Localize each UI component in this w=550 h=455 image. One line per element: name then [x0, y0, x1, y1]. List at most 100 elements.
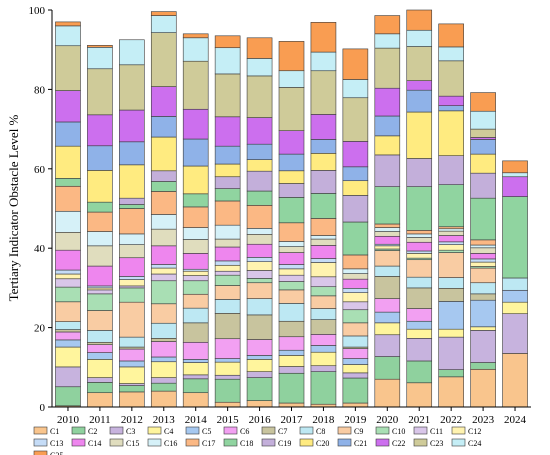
bar-segment-c8-2020: [374, 265, 401, 277]
bar-segment-c5-2021: [406, 320, 433, 330]
bar-segment-c7-2022: [438, 287, 464, 302]
bar-segment-c14-2021: [406, 241, 433, 252]
bar-segment-c21-2023: [470, 139, 496, 155]
bar-segment-c14-2011: [87, 265, 113, 287]
bar-segment-c5-2014: [182, 359, 209, 363]
bar-segment-c24-2016: [246, 58, 273, 77]
bar-segment-c6-2015: [214, 338, 241, 359]
legend-label-c9: C9: [354, 427, 363, 436]
bar-segment-c5-2015: [214, 358, 241, 363]
bar-segment-c17-2018: [310, 218, 337, 236]
bar-segment-c4-2019: [342, 364, 369, 374]
bar-segment-c22-2012: [119, 109, 145, 143]
bar-segment-c7-2016: [246, 314, 273, 340]
bar-segment-c8-2018: [310, 308, 337, 320]
bar-segment-c14-2020: [374, 235, 401, 245]
bar-segment-c22-2010: [55, 90, 81, 123]
bar-segment-c24-2024: [502, 172, 528, 178]
bar-segment-c15-2022: [438, 230, 464, 236]
bar-segment-c18-2015: [214, 188, 241, 202]
bar-segment-c17-2023: [470, 239, 496, 246]
bar-segment-c12-2023: [470, 261, 496, 267]
bar-segment-c6-2021: [406, 308, 433, 322]
bar-segment-c3-2016: [246, 371, 273, 378]
legend-swatch-c24: [451, 438, 466, 447]
bar-segment-c2-2018: [310, 371, 337, 405]
bar-segment-c3-2022: [438, 336, 464, 370]
bar-segment-c16-2023: [470, 244, 496, 249]
bar-segment-c19-2012: [119, 197, 145, 205]
bar-segment-c18-2016: [246, 190, 273, 206]
legend-swatch-c25: [33, 450, 48, 455]
bar-segment-c17-2021: [406, 230, 433, 235]
bar-segment-c13-2013: [150, 264, 177, 269]
bar-segment-c12-2015: [214, 264, 241, 272]
bar-segment-c12-2022: [438, 244, 464, 251]
bar-segment-c10-2016: [246, 278, 273, 284]
legend-label-c24: C24: [468, 439, 481, 448]
legend-swatch-c20: [299, 438, 314, 447]
bar-segment-c20-2015: [214, 163, 241, 178]
bar-segment-c3-2019: [342, 372, 369, 379]
bar-segment-c24-2017: [278, 70, 305, 88]
bar-segment-c13-2010: [55, 269, 81, 275]
bar-segment-c16-2015: [214, 224, 241, 240]
bar-segment-c20-2023: [470, 153, 496, 174]
bar-segment-c9-2016: [246, 282, 273, 299]
bar-segment-c14-2015: [214, 246, 241, 262]
bar-segment-c10-2014: [182, 280, 209, 295]
bar-segment-c4-2012: [119, 366, 145, 384]
bar-segment-c10-2015: [214, 274, 241, 286]
bar-segment-c19-2020: [374, 154, 401, 187]
bar-segment-c24-2011: [87, 47, 113, 70]
x-tick-label: 2010: [57, 414, 80, 426]
bar-segment-c24-2018: [310, 51, 337, 72]
legend-label-c8: C8: [316, 427, 325, 436]
x-tick-label: 2016: [249, 414, 272, 426]
bar-segment-c6-2012: [119, 348, 145, 362]
bar-segment-c23-2015: [214, 73, 241, 118]
legend-swatch-c2: [71, 426, 86, 435]
bar-segment-c18-2017: [278, 197, 305, 224]
bar-segment-c11-2016: [246, 270, 273, 279]
legend-label-c3: C3: [126, 427, 135, 436]
bar-segment-c2-2015: [214, 378, 241, 403]
bar-segment-c14-2013: [150, 245, 177, 265]
bar-segment-c7-2021: [406, 287, 433, 309]
bar-segment-c15-2023: [470, 247, 496, 254]
legend-swatch-c4: [147, 426, 162, 435]
bar-segment-c18-2010: [55, 178, 81, 187]
legend-swatch-c19: [261, 438, 276, 447]
bar-segment-c6-2018: [310, 334, 337, 346]
bar-segment-c19-2019: [342, 195, 369, 223]
bar-segment-c20-2019: [342, 180, 369, 196]
bar-segment-c3-2011: [87, 377, 113, 383]
bar-segment-c19-2021: [406, 158, 433, 187]
x-tick-label: 2013: [153, 414, 176, 426]
bar-segment-c23-2012: [119, 64, 145, 111]
legend-label-c22: C22: [392, 439, 405, 448]
bar-segment-c4-2018: [310, 351, 337, 367]
legend-label-c19: C19: [278, 439, 291, 448]
bar-segment-c13-2021: [406, 250, 433, 254]
legend-swatch-c15: [109, 438, 124, 447]
bar-segment-c22-2022: [438, 95, 464, 106]
bar-segment-c17-2020: [374, 223, 401, 228]
bar-segment-c13-2022: [438, 241, 464, 245]
bar-segment-c22-2019: [342, 141, 369, 168]
bar-segment-c10-2017: [278, 281, 305, 291]
bar-segment-c23-2019: [342, 97, 369, 142]
bar-segment-c8-2021: [406, 276, 433, 289]
bar-segment-c18-2014: [182, 193, 209, 208]
bar-segment-c14-2010: [55, 249, 81, 271]
bar-segment-c18-2020: [374, 186, 401, 225]
bar-segment-c2-2023: [470, 362, 496, 370]
bar-segment-c10-2022: [438, 249, 464, 253]
bar-segment-c10-2012: [119, 287, 145, 303]
bar-segment-c3-2017: [278, 366, 305, 374]
bar-segment-c3-2024: [502, 313, 528, 354]
bar-segment-c15-2017: [278, 246, 305, 253]
bar-segment-c18-2024: [502, 196, 528, 279]
bar-segment-c11-2019: [342, 301, 369, 311]
bar-segment-c12-2014: [182, 270, 209, 276]
